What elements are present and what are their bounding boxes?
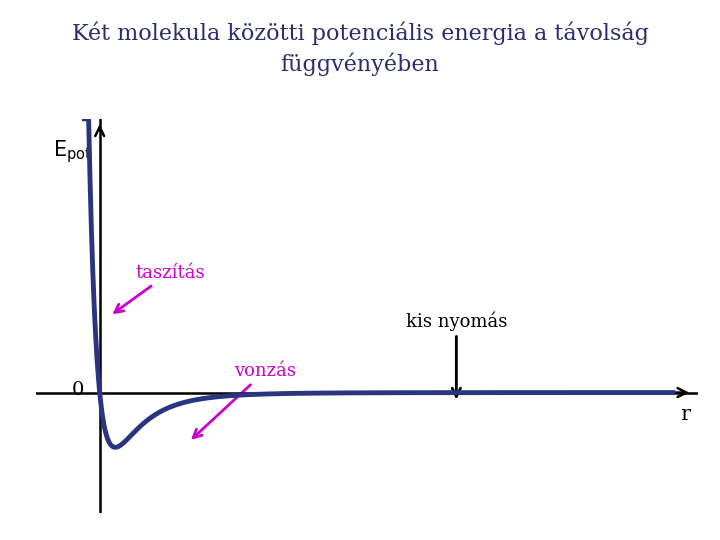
Text: taszítás: taszítás (114, 264, 204, 313)
Text: vonzás: vonzás (193, 362, 297, 438)
Text: Két molekula közötti potenciális energia a távolság
függvényében: Két molekula közötti potenciális energia… (71, 22, 649, 76)
Text: r: r (680, 404, 690, 423)
Text: kis nyomás: kis nyomás (405, 312, 507, 396)
Text: 0: 0 (72, 381, 84, 399)
Text: $\mathrm{E_{pot}}$: $\mathrm{E_{pot}}$ (53, 138, 92, 165)
